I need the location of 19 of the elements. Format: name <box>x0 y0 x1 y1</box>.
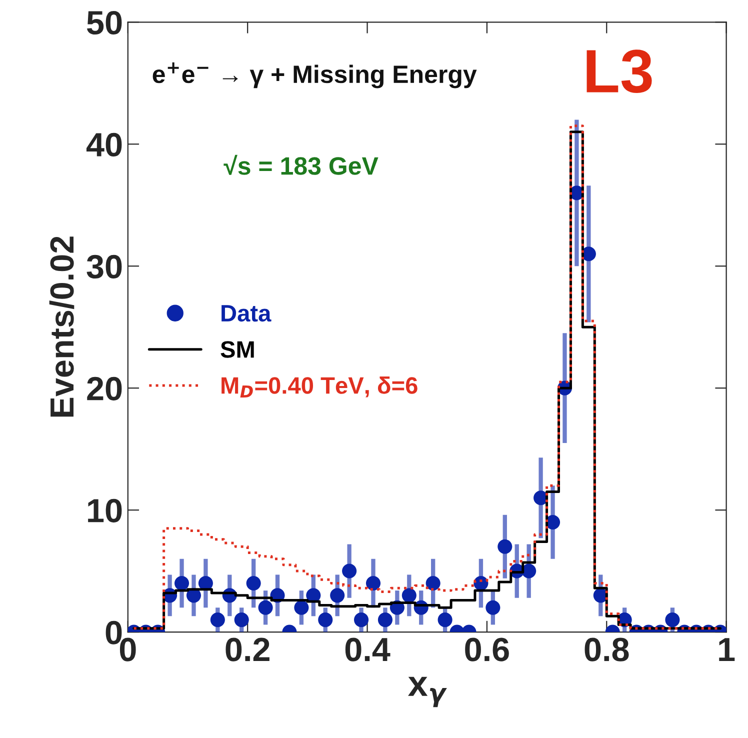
y-axis-title: Events/0.02 <box>49 236 74 417</box>
legend-label: M$_{D}$=0.40 TeV, δ=6 <box>222 376 418 398</box>
annotation: e$^{+}$e$^{−}$ → γ + Missing Energy <box>152 62 477 88</box>
x-tick-label: 0.6 <box>465 638 509 662</box>
x-tick-label: 0.4 <box>345 638 390 662</box>
legend-label: SM <box>220 341 254 358</box>
y-tick-label: 0 <box>106 620 122 644</box>
x-axis-title: x$_{γ}$ <box>408 676 447 708</box>
annotation: √s = 183 GeV <box>224 154 378 175</box>
y-tick-label: 10 <box>88 498 122 522</box>
annotation: L3 <box>586 50 652 93</box>
y-tick-label: 40 <box>86 132 122 157</box>
y-tick-label: 50 <box>87 10 122 35</box>
y-tick-label: 20 <box>87 376 122 400</box>
legend-label: Data <box>222 305 272 322</box>
x-tick-label: 0.2 <box>226 638 270 662</box>
x-tick-label: 0.8 <box>584 638 629 662</box>
x-tick-label: 1 <box>719 638 735 662</box>
y-tick-label: 30 <box>86 254 122 279</box>
